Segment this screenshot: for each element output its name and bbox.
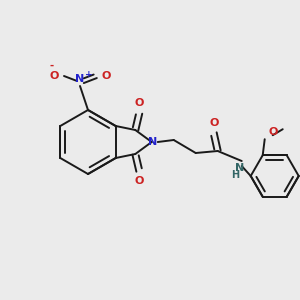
Text: O: O	[269, 127, 278, 137]
Text: O: O	[209, 118, 218, 128]
Text: -: -	[50, 61, 54, 71]
Text: N: N	[235, 163, 244, 173]
Text: O: O	[135, 98, 144, 108]
Text: N: N	[75, 74, 85, 84]
Text: N: N	[148, 137, 157, 147]
Text: O: O	[50, 71, 59, 81]
Text: O: O	[135, 176, 144, 186]
Text: H: H	[231, 170, 239, 180]
Text: +: +	[85, 70, 93, 79]
Text: O: O	[101, 71, 110, 81]
